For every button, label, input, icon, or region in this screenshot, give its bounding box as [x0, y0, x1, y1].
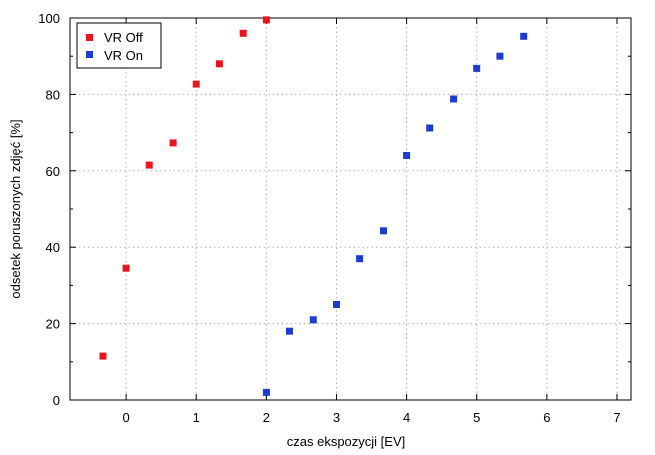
- x-axis-label: czas ekspozycji [EV]: [287, 434, 406, 449]
- y-tick-label: 40: [46, 240, 60, 255]
- data-point-series-0: [122, 264, 130, 272]
- x-tick-label: 4: [403, 410, 410, 425]
- x-tick-label: 0: [122, 410, 129, 425]
- data-point-series-0: [215, 60, 223, 68]
- legend-label-vr-on: VR On: [104, 48, 143, 63]
- legend-marker-vr-on: [86, 51, 93, 58]
- legend-box: [76, 22, 162, 69]
- legend-marker-vr-off: [86, 34, 93, 41]
- x-tick-label: 2: [263, 410, 270, 425]
- x-tick-label: 6: [543, 410, 550, 425]
- data-point-series-1: [309, 316, 317, 324]
- x-axis-tick-labels: 0 1 2 3 4 5 6 7: [122, 410, 620, 425]
- y-axis-label: odsetek poruszonych zdjęć [%]: [8, 119, 23, 298]
- y-axis-tick-labels: 0 20 40 60 80 100: [38, 11, 60, 408]
- y-tick-label: 80: [46, 87, 60, 102]
- x-tick-label: 7: [613, 410, 620, 425]
- grid: [70, 18, 631, 400]
- data-point-series-1: [496, 52, 504, 60]
- data-point-series-1: [403, 152, 411, 159]
- data-point-series-1: [286, 327, 293, 335]
- data-point-series-1: [473, 64, 481, 72]
- data-point-series-0: [262, 16, 270, 24]
- data-point-series-1: [333, 301, 340, 308]
- data-point-series-1: [262, 388, 270, 396]
- data-point-series-0: [169, 139, 177, 147]
- y-tick-label: 20: [46, 317, 60, 332]
- data-point-series-0: [145, 161, 153, 169]
- data-point-series-0: [192, 80, 200, 88]
- y-tick-label: 0: [53, 393, 60, 408]
- data-point-series-1: [426, 124, 434, 132]
- legend: VR Off VR On: [76, 22, 162, 69]
- x-tick-label: 3: [333, 410, 340, 425]
- y-tick-label: 100: [38, 11, 60, 26]
- data-point-series-1: [356, 255, 364, 263]
- data-points: [99, 16, 528, 396]
- y-tick-label: 60: [46, 164, 60, 179]
- legend-label-vr-off: VR Off: [104, 30, 143, 45]
- x-tick-label: 5: [473, 410, 480, 425]
- x-tick-label: 1: [193, 410, 200, 425]
- data-point-series-0: [239, 29, 247, 37]
- data-point-series-1: [380, 227, 387, 235]
- data-point-series-1: [520, 32, 528, 40]
- data-point-series-0: [99, 352, 107, 360]
- data-point-series-1: [450, 95, 458, 103]
